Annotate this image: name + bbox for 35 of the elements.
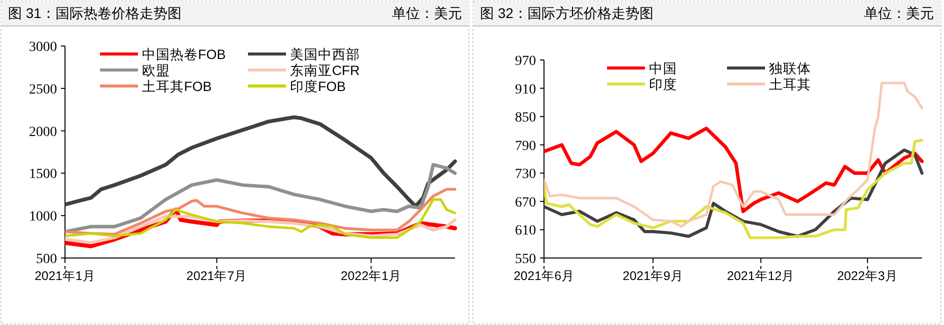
y-tick-label: 610 [515, 224, 536, 239]
legend-label: 中国热卷FOB [142, 47, 226, 62]
chart-subtitle: 单位：美元 [392, 5, 462, 21]
legend-label: 印度FOB [290, 79, 346, 94]
x-tick-label: 2021年9月 [622, 269, 684, 283]
chart-title: 图 32：国际方坯价格走势图 [480, 5, 654, 21]
legend-label: 土耳其 [769, 77, 811, 92]
legend-label: 土耳其FOB [142, 79, 212, 94]
y-tick-label: 670 [515, 195, 536, 210]
y-tick-label: 1500 [29, 167, 57, 182]
x-tick-label: 2021年1月 [34, 269, 96, 283]
legend-label: 欧盟 [142, 63, 170, 78]
legend-label: 独联体 [769, 61, 811, 76]
y-tick-label: 910 [515, 82, 536, 98]
x-tick-label: 2022年3月 [837, 269, 898, 283]
legend-label: 美国中西部 [290, 47, 360, 62]
y-tick-label: 1000 [29, 210, 57, 225]
y-tick-label: 2000 [29, 124, 57, 140]
y-tick-label: 2500 [29, 82, 57, 98]
y-tick-label: 3000 [29, 40, 57, 55]
legend-label: 中国 [649, 61, 677, 76]
legend-label: 东南亚CFR [290, 63, 360, 78]
x-tick-label: 2022年1月 [340, 269, 402, 283]
x-tick-label: 2021年7月 [186, 269, 248, 283]
y-tick-label: 550 [515, 252, 536, 267]
y-tick-label: 500 [36, 252, 57, 267]
y-tick-label: 970 [515, 54, 536, 69]
chart-subtitle: 单位：美元 [864, 5, 934, 21]
y-tick-label: 730 [515, 167, 536, 182]
chart-title: 图 31：国际热卷价格走势图 [8, 5, 182, 21]
x-tick-label: 2021年6月 [514, 269, 574, 283]
x-tick-label: 2021年12月 [726, 269, 795, 283]
y-tick-label: 790 [515, 138, 536, 154]
legend-label: 印度 [649, 77, 677, 92]
y-tick-label: 850 [515, 110, 536, 126]
